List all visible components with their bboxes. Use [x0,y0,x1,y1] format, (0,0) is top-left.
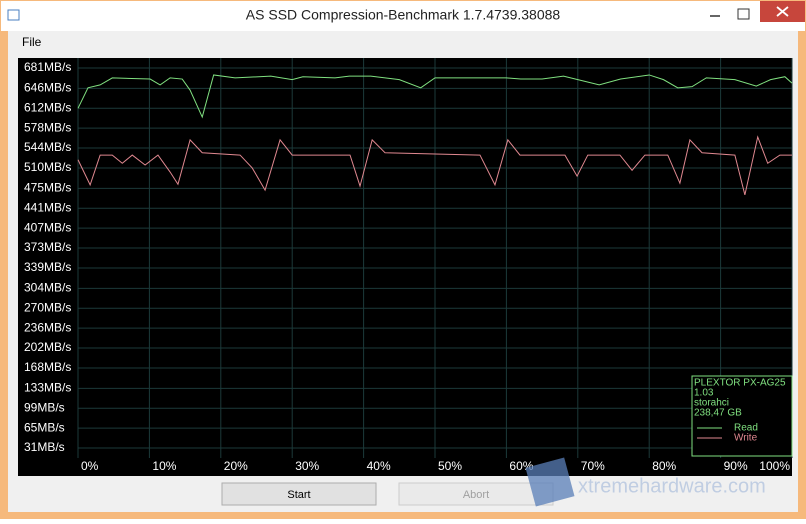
app-icon [7,9,20,21]
x-tick-label: 80% [652,459,676,473]
close-icon [776,6,789,17]
drive-info: PLEXTOR PX-AG25 [694,378,786,389]
y-tick-label: 236MB/s [24,320,71,334]
x-tick-label: 100% [759,459,790,473]
chart-background [18,58,792,476]
y-tick-label: 646MB/s [24,81,71,95]
y-tick-label: 544MB/s [24,140,71,154]
legend-label: Read [734,423,758,434]
y-tick-label: 339MB/s [24,260,71,274]
x-tick-label: 10% [152,459,176,473]
y-tick-label: 304MB/s [24,281,71,295]
drive-info: storahci [694,398,729,409]
window-title: AS SSD Compression-Benchmark 1.7.4739.38… [246,7,561,23]
y-tick-label: 31MB/s [24,440,65,454]
start-label[interactable]: Start [287,489,310,501]
y-tick-label: 270MB/s [24,300,71,314]
y-tick-label: 202MB/s [24,340,71,354]
x-tick-label: 20% [224,459,248,473]
watermark: xtremehardware.com [578,475,766,497]
y-tick-label: 475MB/s [24,181,71,195]
drive-info: 1.03 [694,388,714,399]
maximize-button[interactable] [737,8,750,20]
data-line [77,135,792,195]
y-tick-label: 133MB/s [24,381,71,395]
y-tick-label: 99MB/s [24,400,65,414]
x-tick-label: 40% [367,459,391,473]
x-tick-label: 30% [295,459,319,473]
drive-info: 238,47 GB [694,408,742,419]
start-button[interactable] [221,482,377,506]
y-tick-label: 373MB/s [24,240,71,254]
info-box [691,375,793,457]
x-tick-label: 70% [581,459,605,473]
legend-label: Write [734,433,758,444]
x-tick-label: 50% [438,459,462,473]
y-tick-label: 612MB/s [24,100,71,114]
x-tick-label: 0% [81,459,99,473]
watermark-logo [525,457,575,507]
menu-item[interactable]: File [22,35,42,49]
abort-label[interactable]: Abort [463,489,489,501]
title-bar [1,1,805,31]
y-tick-label: 407MB/s [24,220,71,234]
x-tick-label: 90% [724,459,748,473]
y-tick-label: 168MB/s [24,360,71,374]
y-tick-label: 441MB/s [24,200,71,214]
y-tick-label: 510MB/s [24,160,71,174]
y-tick-label: 578MB/s [24,120,71,134]
y-tick-label: 681MB/s [24,60,71,74]
data-line [77,74,793,119]
y-tick-label: 65MB/s [24,420,65,434]
